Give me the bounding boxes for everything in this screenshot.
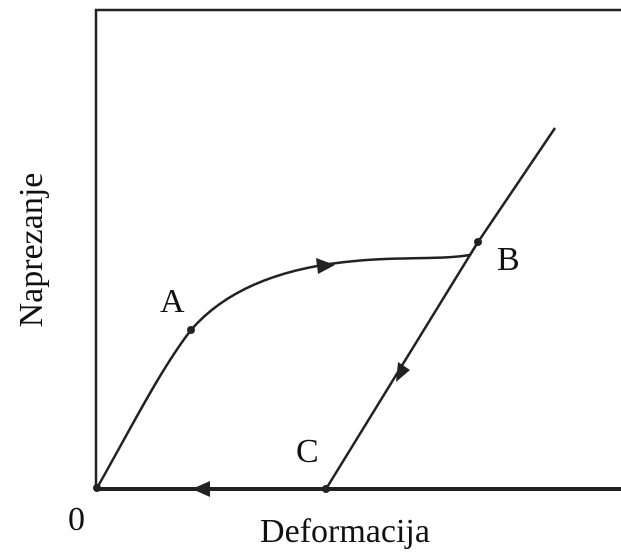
x-axis-label: Deformacija: [260, 513, 430, 550]
point-label: C: [296, 433, 319, 470]
point-marker: [322, 485, 330, 493]
point-marker: [187, 326, 195, 334]
loading-curve: [95, 127, 557, 489]
y-axis-label: Naprezanje: [13, 173, 50, 328]
arrow: [316, 258, 335, 274]
arrow: [396, 362, 410, 382]
frame: [94, 8, 621, 491]
origin-label: 0: [68, 501, 85, 538]
point-label: B: [497, 241, 520, 278]
point-marker: [93, 484, 101, 492]
arrow: [192, 481, 210, 497]
point-marker: [474, 238, 482, 246]
point-label: A: [160, 283, 185, 320]
